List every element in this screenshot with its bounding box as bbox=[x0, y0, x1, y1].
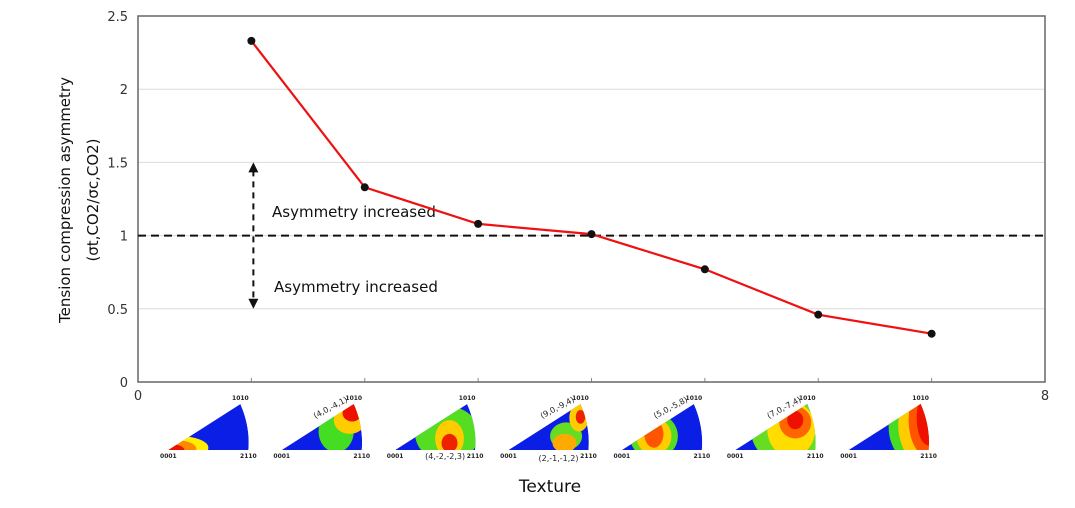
intensity-contour bbox=[575, 409, 586, 424]
intensity-contour bbox=[168, 444, 185, 450]
corner-label-0001: 0001 bbox=[273, 453, 290, 460]
intensity-contour bbox=[441, 433, 458, 450]
corner-label-1010: 1010 bbox=[912, 395, 929, 402]
x-axis-title: Texture bbox=[518, 477, 581, 497]
x-tick-label-8: 8 bbox=[1041, 389, 1049, 404]
corner-label-0001: 0001 bbox=[727, 453, 744, 460]
corner-label-0001: 0001 bbox=[500, 453, 517, 460]
corner-label-2110: 2110 bbox=[580, 453, 597, 460]
pole-figure-1 bbox=[168, 404, 249, 450]
corner-label-2110: 2110 bbox=[353, 453, 370, 460]
data-point bbox=[247, 36, 256, 45]
arrow-down-head bbox=[248, 298, 259, 309]
annotation-upper: Asymmetry increased bbox=[272, 203, 436, 221]
x-tick-label-0: 0 bbox=[134, 389, 142, 404]
intensity-contour bbox=[342, 404, 362, 422]
y-tick-label: 1.5 bbox=[107, 156, 128, 171]
corner-label-1010: 1010 bbox=[799, 395, 816, 402]
y-tick-label: 2 bbox=[120, 83, 128, 98]
corner-label-1010: 1010 bbox=[686, 395, 703, 402]
data-point bbox=[700, 265, 709, 274]
y-tick-label: 1 bbox=[120, 230, 128, 245]
intensity-contour bbox=[644, 420, 664, 448]
data-point bbox=[927, 329, 936, 338]
corner-label-0001: 0001 bbox=[840, 453, 857, 460]
y-tick-label: 0 bbox=[120, 376, 128, 391]
intensity-contour bbox=[552, 433, 577, 450]
y-axis-ticks: 0 0.5 1 1.5 2 2.5 bbox=[107, 10, 128, 391]
pole-figure-4 bbox=[508, 404, 589, 450]
corner-label-0001: 0001 bbox=[387, 453, 404, 460]
y-tick-label: 0.5 bbox=[107, 303, 128, 318]
y-tick-label: 2.5 bbox=[107, 10, 128, 25]
series-line bbox=[247, 36, 936, 338]
plot-frame bbox=[137, 15, 1046, 383]
data-point bbox=[474, 219, 483, 228]
corner-label-2110: 2110 bbox=[467, 453, 484, 460]
intensity-contour bbox=[787, 410, 804, 430]
corner-label-2110: 2110 bbox=[694, 453, 711, 460]
pole-figure-2 bbox=[281, 404, 363, 450]
y-axis-title: Tension compression asymmetry bbox=[56, 77, 74, 324]
pole-figure-7 bbox=[848, 404, 929, 450]
corner-label-2110: 2110 bbox=[920, 453, 937, 460]
texture-label: (4,-2,-2,3) bbox=[425, 452, 465, 461]
annotation-lower: Asymmetry increased bbox=[274, 278, 438, 296]
corner-label-1010: 1010 bbox=[232, 395, 249, 402]
corner-label-2110: 2110 bbox=[807, 453, 824, 460]
data-point bbox=[814, 310, 823, 319]
texture-label-2: (2,-1,-1,2) bbox=[538, 454, 578, 463]
corner-label-2110: 2110 bbox=[240, 453, 257, 460]
data-point bbox=[587, 230, 596, 239]
data-point bbox=[360, 183, 369, 192]
corner-label-0001: 0001 bbox=[614, 453, 631, 460]
corner-label-0001: 0001 bbox=[160, 453, 177, 460]
asymmetry-arrows bbox=[248, 162, 259, 309]
arrow-up-head bbox=[248, 162, 259, 173]
corner-label-1010: 1010 bbox=[345, 395, 362, 402]
corner-label-1010: 1010 bbox=[459, 395, 476, 402]
y-axis-subtitle: (σt,CO2/σc,CO2) bbox=[84, 138, 102, 261]
corner-label-1010: 1010 bbox=[572, 395, 589, 402]
